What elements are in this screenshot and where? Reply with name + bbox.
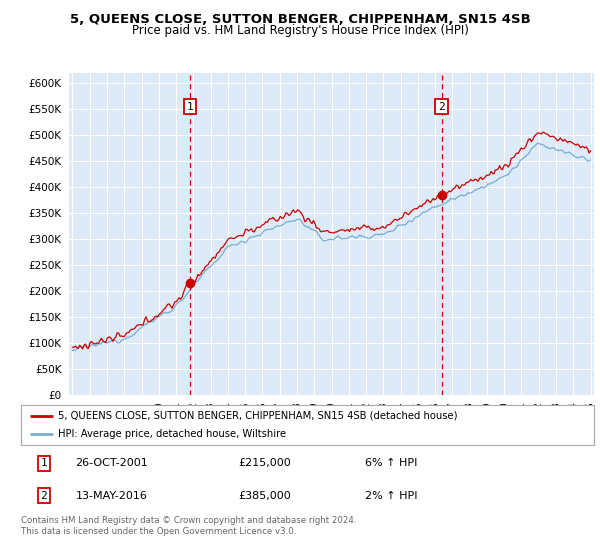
Text: 2% ↑ HPI: 2% ↑ HPI: [365, 491, 418, 501]
Text: £215,000: £215,000: [239, 459, 292, 469]
Text: 2: 2: [41, 491, 47, 501]
Text: 5, QUEENS CLOSE, SUTTON BENGER, CHIPPENHAM, SN15 4SB (detached house): 5, QUEENS CLOSE, SUTTON BENGER, CHIPPENH…: [58, 411, 458, 421]
Text: Price paid vs. HM Land Registry's House Price Index (HPI): Price paid vs. HM Land Registry's House …: [131, 24, 469, 37]
Text: Contains HM Land Registry data © Crown copyright and database right 2024.
This d: Contains HM Land Registry data © Crown c…: [21, 516, 356, 536]
Text: 6% ↑ HPI: 6% ↑ HPI: [365, 459, 417, 469]
Text: 2: 2: [438, 101, 445, 111]
Text: 26-OCT-2001: 26-OCT-2001: [76, 459, 148, 469]
Text: 13-MAY-2016: 13-MAY-2016: [76, 491, 148, 501]
Text: £385,000: £385,000: [239, 491, 292, 501]
Text: HPI: Average price, detached house, Wiltshire: HPI: Average price, detached house, Wilt…: [58, 430, 286, 439]
Text: 5, QUEENS CLOSE, SUTTON BENGER, CHIPPENHAM, SN15 4SB: 5, QUEENS CLOSE, SUTTON BENGER, CHIPPENH…: [70, 13, 530, 26]
Text: 1: 1: [187, 101, 194, 111]
Text: 1: 1: [41, 459, 47, 469]
